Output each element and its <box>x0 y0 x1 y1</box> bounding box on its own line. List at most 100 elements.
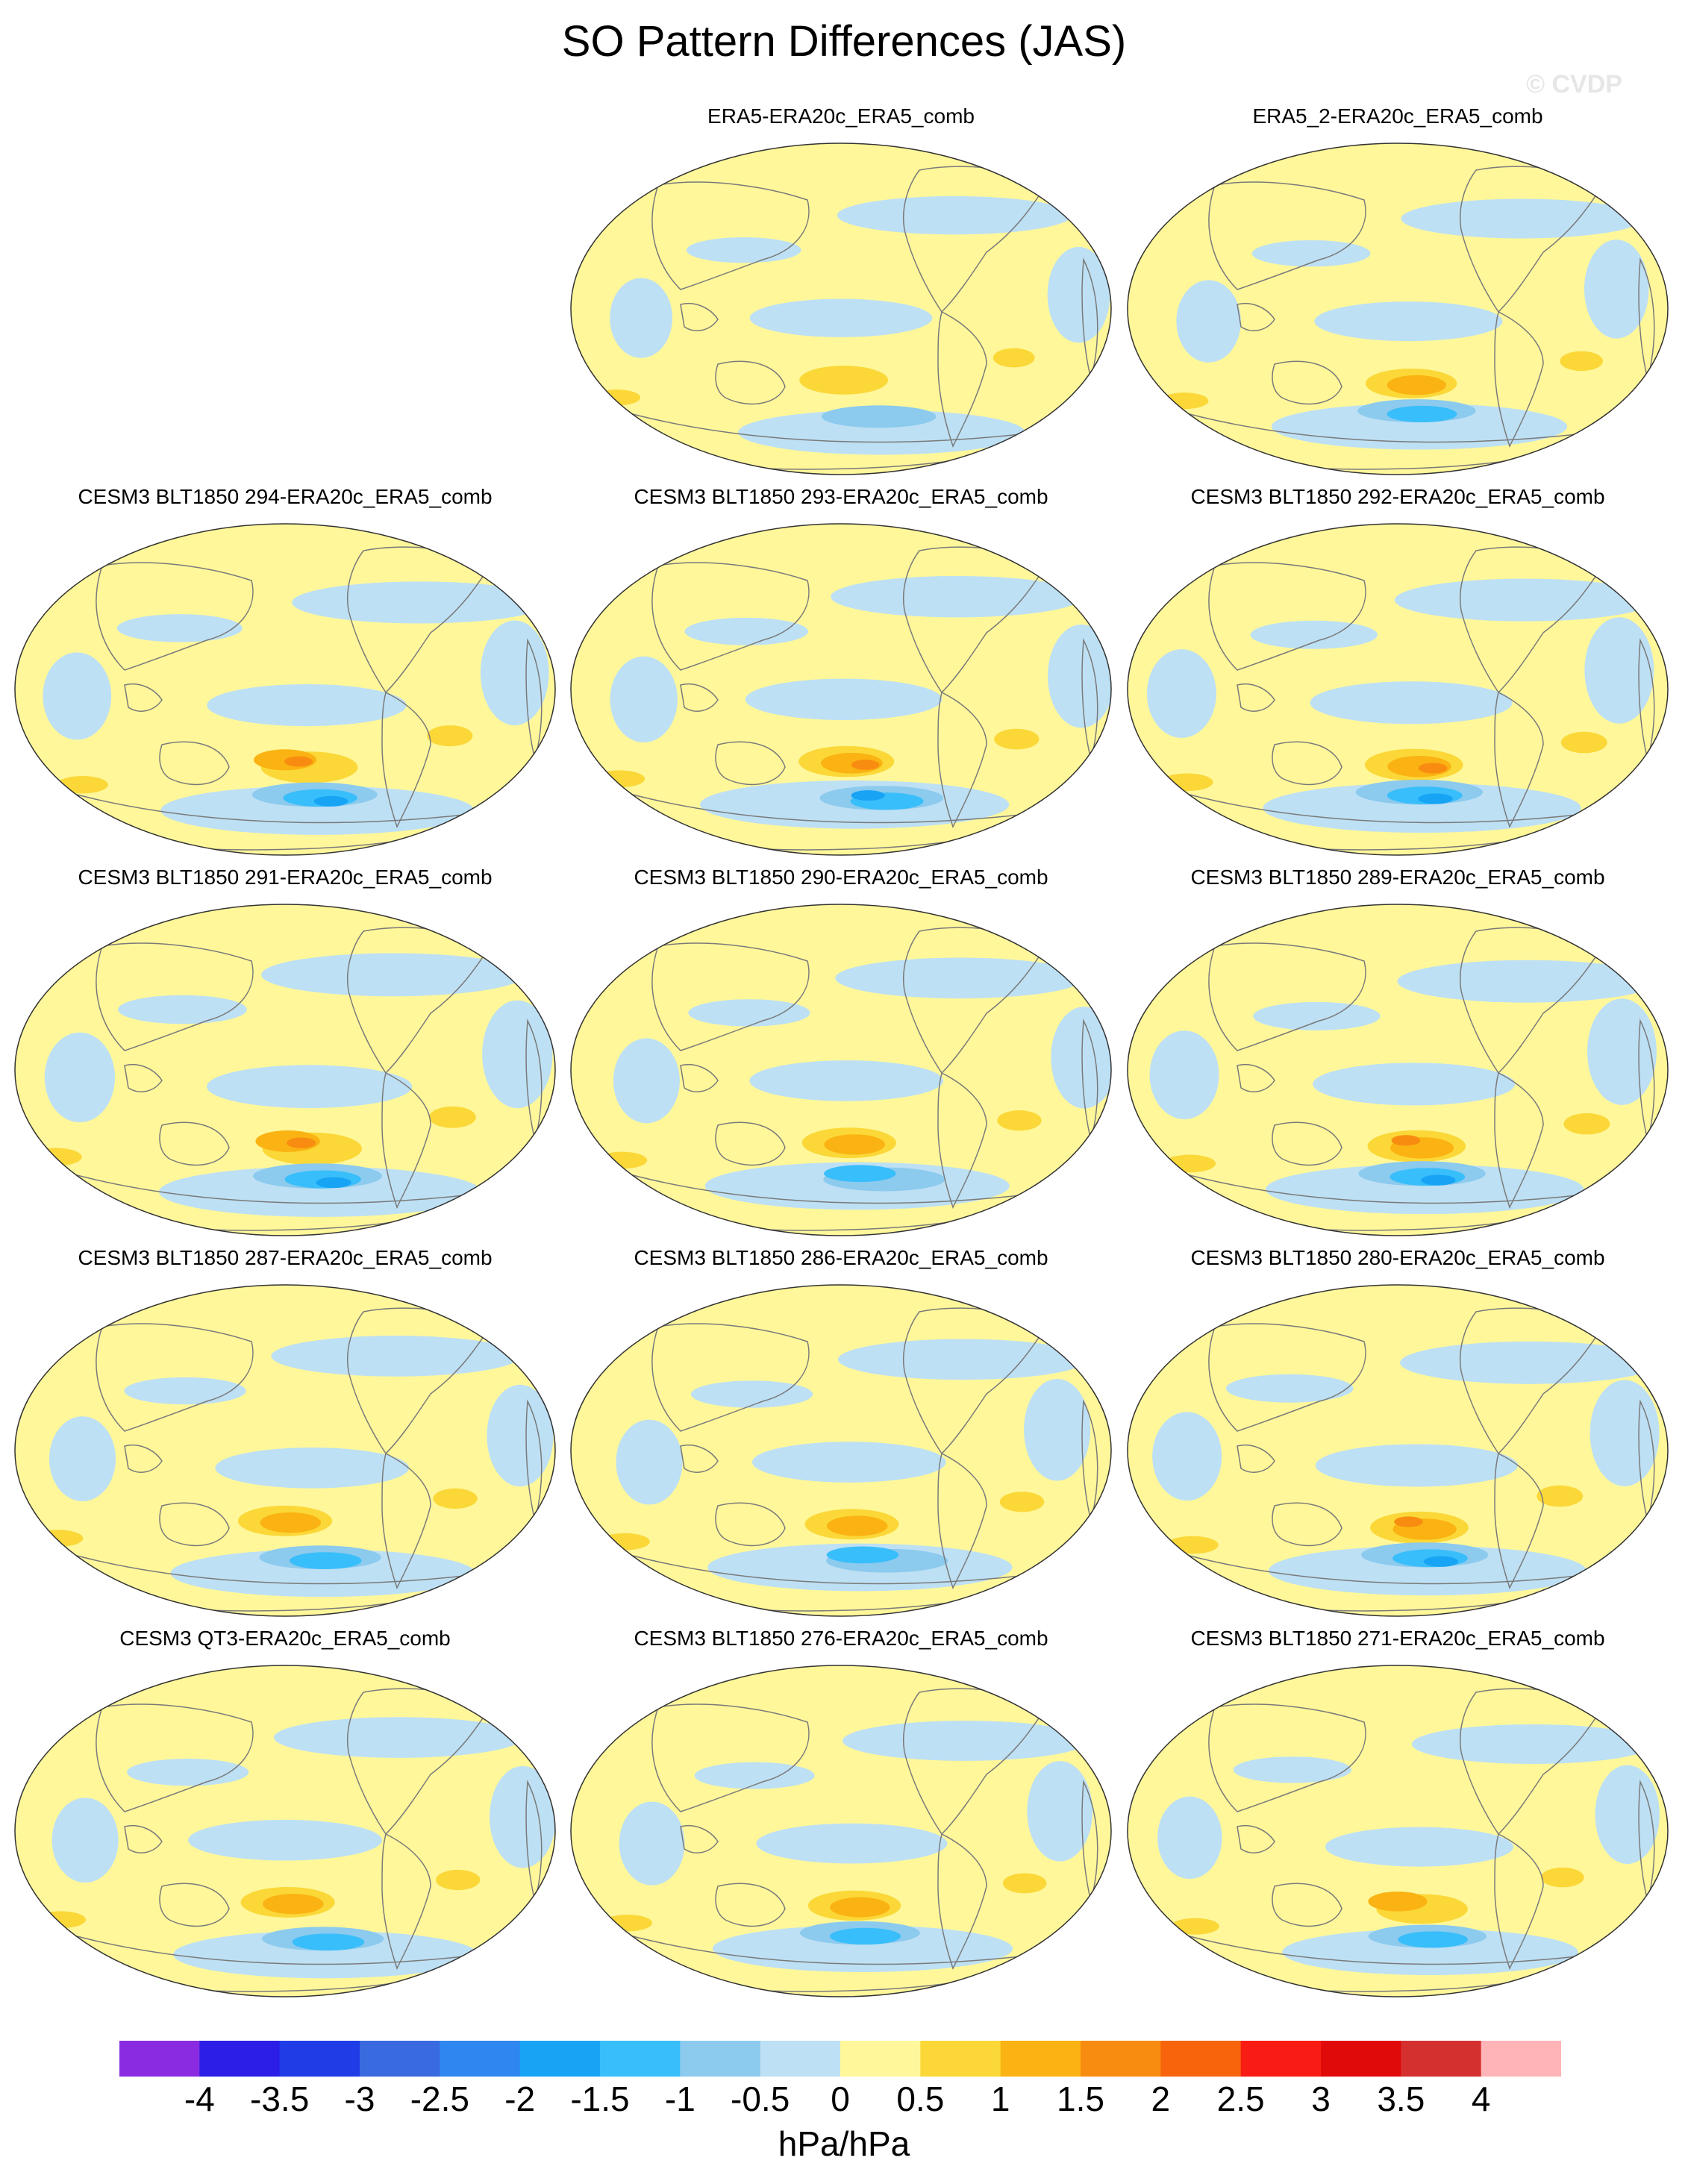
robinson-map <box>570 523 1112 856</box>
colorbar-swatch <box>840 2041 921 2077</box>
map-border <box>1127 1284 1669 1617</box>
robinson-map <box>14 523 556 856</box>
colorbar-swatch <box>1000 2041 1081 2077</box>
panel-title: ERA5_2-ERA20c_ERA5_comb <box>1252 104 1543 128</box>
map-panel-9: CESM3 BLT1850 287-ERA20c_ERA5_comb <box>13 1246 557 1619</box>
panel-title: CESM3 BLT1850 287-ERA20c_ERA5_comb <box>78 1246 493 1269</box>
colorbar-swatch <box>1081 2041 1161 2077</box>
colorbar-swatch <box>1401 2041 1482 2077</box>
colorbar-labels: -4 -3.5 -3 -2.5 -2 -1.5 -1 -0.5 0 0.5 1 1.5 2 2.5 3 3.5… <box>0 2079 1688 2124</box>
colorbar-swatch <box>1321 2041 1401 2077</box>
panel-title: CESM3 BLT1850 290-ERA20c_ERA5_comb <box>634 866 1048 889</box>
map-border <box>570 904 1112 1236</box>
robinson-map <box>570 904 1112 1236</box>
colorbar-tick-label: 2 <box>1151 2080 1171 2118</box>
anomaly-field <box>571 143 1111 475</box>
map-border <box>570 1284 1112 1617</box>
panel-title: CESM3 BLT1850 289-ERA20c_ERA5_comb <box>1190 866 1605 889</box>
anomaly-field <box>1128 904 1668 1236</box>
map-panel-3: CESM3 BLT1850 294-ERA20c_ERA5_comb <box>13 485 557 858</box>
map-border <box>14 1284 556 1617</box>
panel-title: CESM3 BLT1850 292-ERA20c_ERA5_comb <box>1190 485 1605 508</box>
anomaly-field <box>571 904 1111 1236</box>
map-panel-4: CESM3 BLT1850 293-ERA20c_ERA5_comb <box>569 485 1113 858</box>
colorbar-tick-label: -4 <box>184 2080 215 2118</box>
anomaly-field <box>571 524 1111 855</box>
colorbar-tick-label: -1.5 <box>570 2080 630 2118</box>
map-border <box>570 143 1112 475</box>
map-panel-8: CESM3 BLT1850 289-ERA20c_ERA5_comb <box>1125 866 1670 1239</box>
anomaly-field <box>1128 143 1668 475</box>
colorbar-tick-label: 3 <box>1311 2080 1331 2118</box>
anomaly-field <box>15 1665 555 1997</box>
robinson-map <box>14 1665 556 1997</box>
anomaly-field <box>15 1285 555 1616</box>
colorbar-tick-label: 0.5 <box>896 2080 945 2118</box>
colorbar-tick-label: 1 <box>990 2080 1010 2118</box>
robinson-map <box>570 1284 1112 1617</box>
colorbar-tick-label: -3.5 <box>250 2080 310 2118</box>
anomaly-field <box>15 524 555 855</box>
map-border <box>570 523 1112 856</box>
colorbar-swatch <box>1240 2041 1322 2077</box>
figure-title: SO Pattern Differences (JAS) <box>561 17 1127 66</box>
robinson-map <box>1127 143 1669 475</box>
colorbar-swatch <box>920 2041 1001 2077</box>
robinson-map <box>1127 1284 1669 1617</box>
colorbar-tick-label: -1 <box>664 2080 695 2118</box>
map-border <box>1127 904 1669 1236</box>
map-panel-13: CESM3 BLT1850 276-ERA20c_ERA5_comb <box>569 1627 1113 2000</box>
colorbar-tick-label: -2 <box>504 2080 536 2118</box>
colorbar-units: hPa/hPa <box>778 2124 910 2163</box>
panel-title: CESM3 BLT1850 286-ERA20c_ERA5_comb <box>634 1246 1048 1269</box>
map-panel-1: ERA5-ERA20c_ERA5_comb <box>569 104 1113 478</box>
colorbar-swatch <box>440 2041 521 2077</box>
map-border <box>1127 143 1669 475</box>
colorbar-tick-label: 0 <box>831 2080 850 2118</box>
panel-title: CESM3 BLT1850 294-ERA20c_ERA5_comb <box>78 485 493 508</box>
map-border <box>1127 523 1669 856</box>
map-border <box>14 523 556 856</box>
colorbar-tick-label: 4 <box>1471 2080 1491 2118</box>
panel-title: CESM3 BLT1850 291-ERA20c_ERA5_comb <box>78 866 493 889</box>
panel-title: ERA5-ERA20c_ERA5_comb <box>707 104 975 128</box>
colorbar-swatch <box>279 2041 360 2077</box>
colorbar-tick-label: 3.5 <box>1377 2080 1425 2118</box>
colorbar-swatch <box>1160 2041 1242 2077</box>
colorbar-swatch <box>680 2041 761 2077</box>
robinson-map <box>14 904 556 1236</box>
robinson-map <box>14 1284 556 1617</box>
map-border <box>1127 1665 1669 1997</box>
panel-title: CESM3 BLT1850 271-ERA20c_ERA5_comb <box>1190 1627 1605 1650</box>
map-border <box>14 1665 556 1997</box>
map-panel-6: CESM3 BLT1850 291-ERA20c_ERA5_comb <box>13 866 557 1239</box>
map-panel-7: CESM3 BLT1850 290-ERA20c_ERA5_comb <box>569 866 1113 1239</box>
map-panel-10: CESM3 BLT1850 286-ERA20c_ERA5_comb <box>569 1246 1113 1619</box>
anomaly-field <box>571 1665 1111 1997</box>
map-panel-2: ERA5_2-ERA20c_ERA5_comb <box>1125 104 1670 478</box>
colorbar <box>119 2041 1561 2077</box>
robinson-map <box>1127 1665 1669 1997</box>
watermark: © CVDP <box>1526 70 1622 98</box>
robinson-map <box>570 1665 1112 1997</box>
anomaly-field <box>571 1285 1111 1616</box>
panel-title: CESM3 QT3-ERA20c_ERA5_comb <box>119 1627 451 1650</box>
anomaly-field <box>1128 524 1668 855</box>
map-border <box>14 904 556 1236</box>
colorbar-swatch <box>1481 2041 1561 2077</box>
map-panel-11: CESM3 BLT1850 280-ERA20c_ERA5_comb <box>1125 1246 1670 1619</box>
panel-title: CESM3 BLT1850 276-ERA20c_ERA5_comb <box>634 1627 1048 1650</box>
robinson-map <box>1127 904 1669 1236</box>
panel-title: CESM3 BLT1850 293-ERA20c_ERA5_comb <box>634 485 1048 508</box>
colorbar-tick-label: -2.5 <box>410 2080 469 2118</box>
panel-title: CESM3 BLT1850 280-ERA20c_ERA5_comb <box>1190 1246 1605 1269</box>
anomaly-field <box>1128 1665 1668 1997</box>
colorbar-tick-label: 1.5 <box>1057 2080 1104 2118</box>
map-panel-12: CESM3 QT3-ERA20c_ERA5_comb <box>13 1627 557 2000</box>
colorbar-tick-label: -0.5 <box>731 2080 790 2118</box>
map-panel-5: CESM3 BLT1850 292-ERA20c_ERA5_comb <box>1125 485 1670 858</box>
robinson-map <box>1127 523 1669 856</box>
colorbar-swatch <box>600 2041 681 2077</box>
anomaly-field <box>1128 1285 1668 1616</box>
colorbar-swatch <box>760 2041 841 2077</box>
